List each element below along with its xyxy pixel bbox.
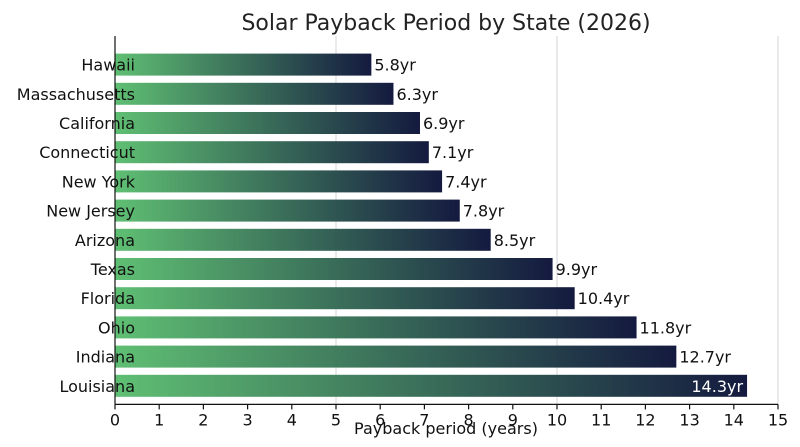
- axes: 0 1 2 3 4 5 6 7 8 9 10 11 12 13 14 15: [110, 36, 788, 429]
- category-label: Texas: [90, 260, 135, 279]
- category-label: Florida: [81, 289, 135, 308]
- bar-florida: [115, 287, 575, 310]
- category-label: New York: [62, 172, 136, 191]
- bar-texas: [115, 258, 553, 280]
- value-label: 11.8yr: [640, 318, 692, 337]
- x-tick-label: 11: [591, 410, 611, 429]
- x-tick-label: 14: [724, 410, 744, 429]
- value-label: 7.4yr: [445, 172, 487, 191]
- category-label: New Jersey: [46, 202, 135, 221]
- bar-massachusetts: [115, 82, 394, 105]
- bar-new-jersey: [115, 199, 460, 222]
- bar-arizona: [115, 228, 491, 251]
- x-tick-label: 12: [635, 410, 655, 429]
- x-tick-label: 8: [464, 410, 474, 429]
- category-label: Indiana: [76, 348, 135, 367]
- x-tick-label: 0: [110, 410, 120, 429]
- x-tick-label: 3: [243, 410, 253, 429]
- x-tick-label: 13: [679, 410, 699, 429]
- value-label: 8.5yr: [494, 231, 536, 250]
- x-tick-label: 1: [154, 410, 164, 429]
- value-label: 14.3yr: [691, 377, 743, 396]
- bar-hawaii: [115, 53, 372, 76]
- bar-california: [115, 112, 420, 134]
- x-tick-label: 9: [508, 410, 518, 429]
- value-label: 10.4yr: [578, 289, 630, 308]
- bar-indiana: [115, 345, 677, 368]
- x-tick-label: 15: [768, 410, 788, 429]
- bar-louisiana: [115, 374, 748, 397]
- bar-new-york: [115, 170, 443, 193]
- bars: Hawaii 5.8yr Massachusetts 6.3yr California 6…: [17, 53, 748, 397]
- category-label: Hawaii: [81, 56, 135, 75]
- category-label: Connecticut: [39, 143, 135, 162]
- value-label: 6.3yr: [396, 85, 438, 104]
- category-label: Ohio: [98, 318, 135, 337]
- category-label: California: [59, 114, 135, 133]
- category-label: Massachusetts: [17, 85, 135, 104]
- bar-ohio: [115, 316, 637, 339]
- bar-connecticut: [115, 141, 429, 164]
- value-label: 7.1yr: [432, 143, 474, 162]
- value-label: 5.8yr: [374, 56, 416, 75]
- chart-title: Solar Payback Period by State (2026): [241, 11, 650, 36]
- x-tick-label: 4: [287, 410, 297, 429]
- value-label: 7.8yr: [463, 202, 505, 221]
- x-tick-label: 10: [547, 410, 567, 429]
- value-label: 6.9yr: [423, 114, 465, 133]
- value-label: 12.7yr: [679, 348, 731, 367]
- x-tick-label: 6: [375, 410, 385, 429]
- category-label: Arizona: [75, 231, 135, 250]
- x-axis-title: Payback period (years): [354, 419, 538, 438]
- x-tick-label: 2: [198, 410, 208, 429]
- x-tick-label: 5: [331, 410, 341, 429]
- x-tick-label: 7: [419, 410, 429, 429]
- category-label: Louisiana: [59, 377, 135, 396]
- value-label: 9.9yr: [556, 260, 598, 279]
